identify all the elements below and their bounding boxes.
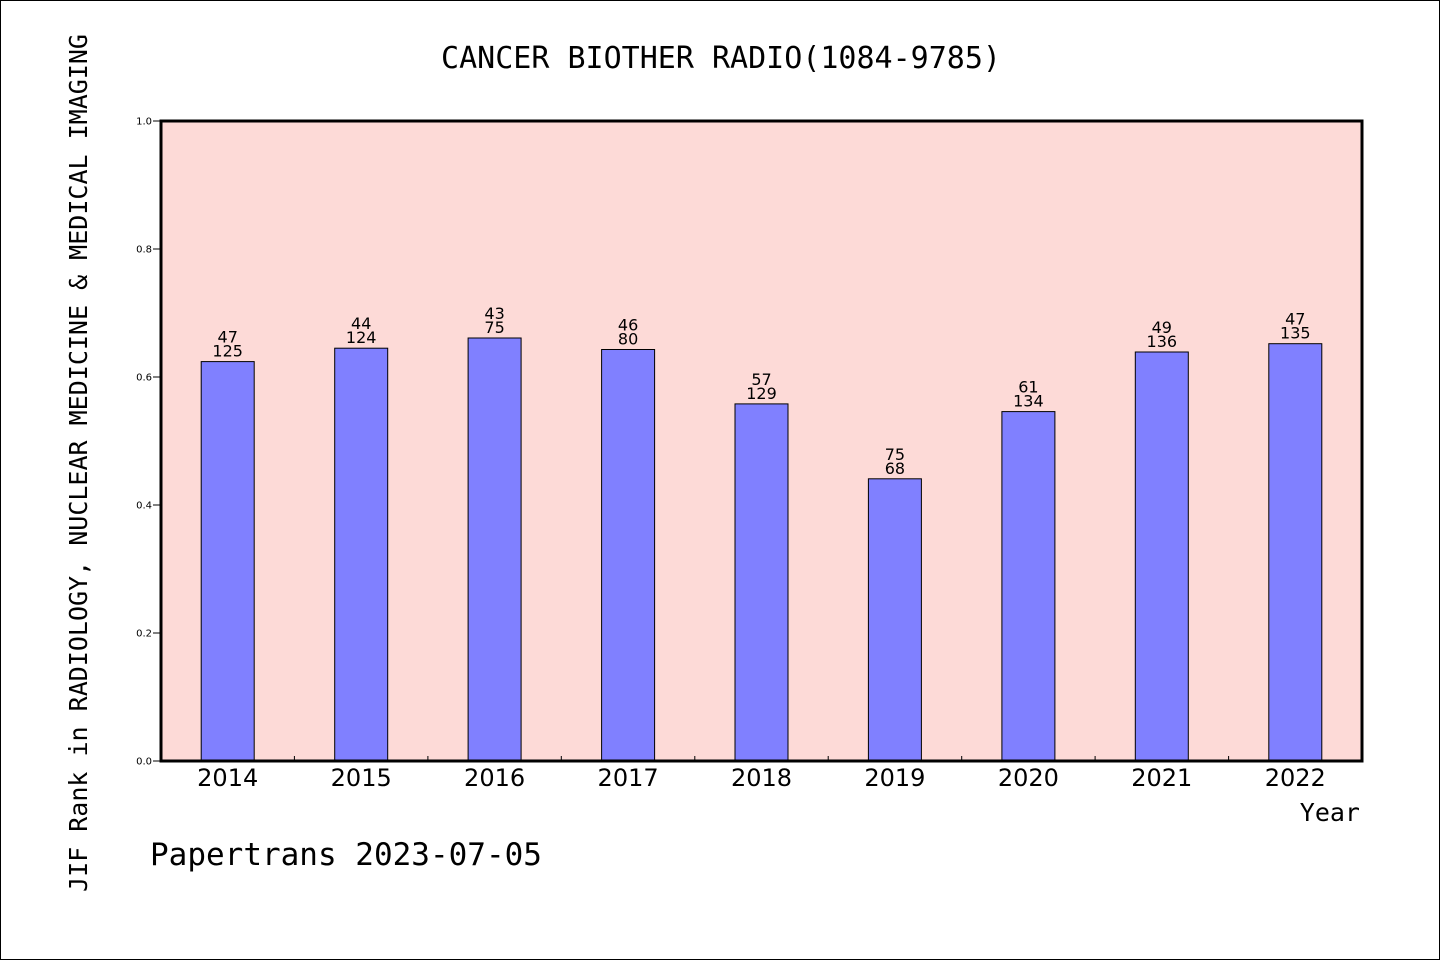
x-tick-label: 2016 [464,764,525,792]
bar-label-top: 61 [1018,378,1038,397]
x-tick-label: 2015 [331,764,392,792]
x-tick-label: 2022 [1265,764,1326,792]
x-tick-label: 2019 [864,764,925,792]
bar [867,478,922,762]
y-tick-label: 0.0 [136,757,152,768]
bar [1134,351,1189,762]
bar-label-bottom: 125 [212,342,243,361]
bar-label-bottom: 134 [1013,392,1044,411]
bar-label-bottom: 68 [885,459,905,478]
bar [467,337,522,762]
bar [200,361,255,762]
bar-label-top: 47 [1285,310,1305,329]
bar-label-bottom: 80 [618,330,638,349]
x-tick-label: 2014 [197,764,258,792]
footer-text: Papertrans 2023-07-05 [150,837,542,873]
chart-title: CANCER BIOTHER RADIO(1084-9785) [441,41,1001,76]
bar [1268,343,1323,762]
bar-label-top: 44 [351,314,371,333]
x-tick-label: 2020 [998,764,1059,792]
x-axis-label: Year [1300,798,1360,827]
bar-label-top: 47 [218,328,238,347]
bar-label-top: 43 [484,304,504,323]
y-tick-label: 0.8 [136,245,152,256]
bar-label-bottom: 135 [1280,324,1311,343]
x-tick-label: 2021 [1131,764,1192,792]
ticks-layer: 2014 2015 2016 2017 2018 2019 2020 2021 2022 0.0 0… [136,117,1326,793]
x-tick-label: 2018 [731,764,792,792]
bar-label-top: 46 [618,316,638,335]
x-tick-label: 2017 [598,764,659,792]
bar [334,347,389,762]
bar-label-bottom: 129 [746,384,777,403]
plot-border [159,119,1364,763]
y-tick-label: 1.0 [136,117,152,128]
y-tick-label: 0.4 [136,501,152,512]
bar-label-top: 49 [1152,318,1172,337]
y-axis-label: JIF Rank in RADIOLOGY, NUCLEAR MEDICINE … [64,34,93,892]
bar [601,349,656,762]
bar-label-bottom: 124 [346,328,377,347]
bar-label-top: 75 [885,445,905,464]
bar-label-bottom: 75 [484,318,504,337]
bar [1001,411,1056,762]
bar-label-top: 57 [751,370,771,389]
y-tick-label: 0.6 [136,373,152,384]
bar-label-bottom: 136 [1147,332,1178,351]
y-tick-label: 0.2 [136,629,152,640]
bar [734,403,789,762]
